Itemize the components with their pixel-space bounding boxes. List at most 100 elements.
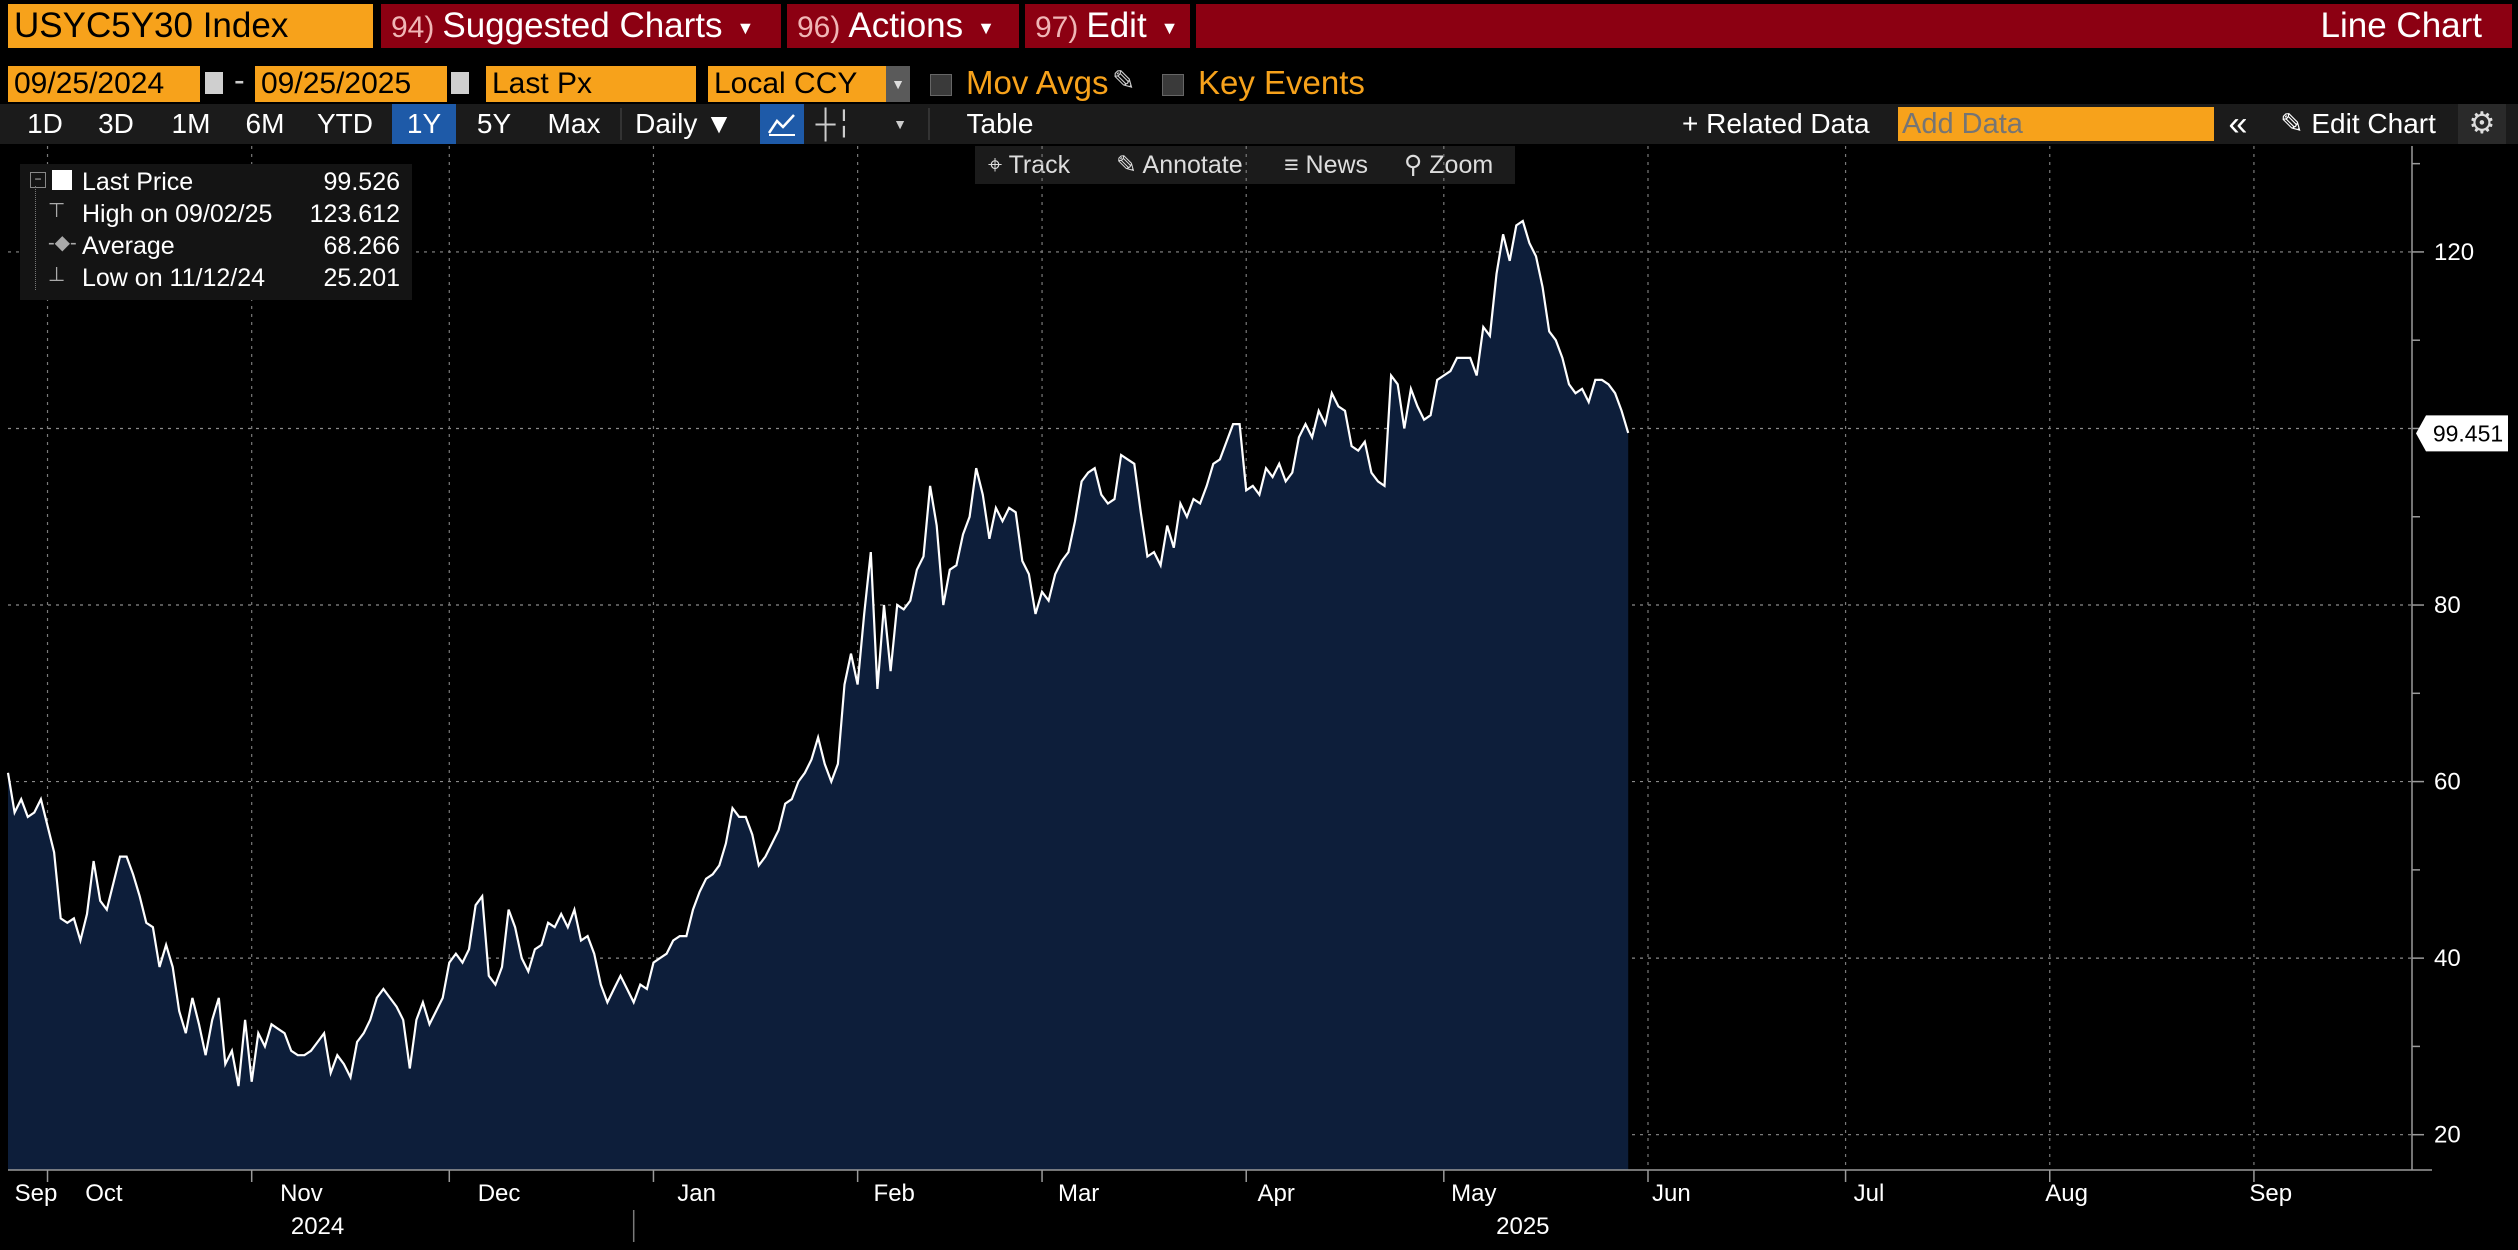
- candlestick-icon[interactable]: ┼╎: [815, 108, 853, 139]
- legend[interactable]: − Last Price 99.526 ⊤ High on 09/02/25 1…: [20, 164, 412, 300]
- line-chart-icon[interactable]: [760, 104, 804, 144]
- caret-down-icon: ▼: [736, 17, 755, 38]
- range-5y[interactable]: 5Y: [476, 108, 512, 139]
- x-tick-label: Oct: [85, 1180, 123, 1207]
- field-selector[interactable]: Last Px: [486, 66, 696, 102]
- x-tick-label: Dec: [478, 1180, 521, 1207]
- chart-type-label: Line Chart: [2320, 6, 2482, 45]
- currency-selector[interactable]: Local CCY: [708, 66, 886, 102]
- y-tick-label: 120: [2434, 239, 2474, 266]
- start-date-field[interactable]: 09/25/2024: [8, 66, 200, 102]
- annotate-label: Annotate: [1142, 151, 1243, 179]
- collapse-box-icon[interactable]: −: [30, 172, 46, 188]
- title-bar: [1196, 4, 2512, 48]
- key-events-checkbox[interactable]: [1162, 74, 1184, 96]
- key-events-label[interactable]: Key Events: [1198, 64, 1365, 101]
- last-value-tag: [2416, 415, 2508, 452]
- zoom-button[interactable]: ⚲ Zoom: [1404, 146, 1493, 184]
- collapse-icon[interactable]: «: [2228, 105, 2248, 143]
- crosshair-icon: ⌖: [988, 151, 1003, 179]
- range-1m[interactable]: 1M: [171, 108, 211, 139]
- frequency-dropdown[interactable]: Daily ▼: [635, 108, 733, 139]
- search-icon: ⚲: [1404, 151, 1423, 179]
- end-date-field[interactable]: 09/25/2025: [255, 66, 447, 102]
- x-tick-label: Jan: [677, 1180, 716, 1207]
- x-tick-label: Sep: [15, 1180, 58, 1207]
- edit-chart-button[interactable]: ✎ Edit Chart: [2268, 104, 2448, 144]
- zoom-label: Zoom: [1429, 151, 1494, 179]
- legend-label: High on 09/02/25: [82, 200, 273, 228]
- range-max[interactable]: Max: [547, 108, 601, 139]
- menu-label: Actions: [848, 6, 964, 45]
- menu-number: 97): [1035, 11, 1079, 44]
- legend-label: Low on 11/12/24: [82, 264, 266, 292]
- news-label: News: [1305, 151, 1369, 179]
- mov-avgs-checkbox[interactable]: [930, 74, 952, 96]
- x-tick-label: Apr: [1258, 1180, 1295, 1207]
- legend-value: 99.526: [323, 168, 400, 196]
- news-button[interactable]: ≡ News: [1284, 146, 1368, 184]
- y-tick-label: 20: [2434, 1122, 2461, 1149]
- ticker-field[interactable]: USYC5Y30 Index: [8, 4, 373, 48]
- menu-number: 96): [797, 11, 841, 44]
- range-ytd[interactable]: YTD: [317, 108, 373, 139]
- track-button[interactable]: ⌖ Track: [988, 146, 1070, 184]
- chart-type-caret-icon[interactable]: ▼: [893, 116, 907, 132]
- pencil-icon[interactable]: ✎: [1112, 65, 1136, 96]
- x-tick-label: Aug: [2045, 1180, 2088, 1207]
- chart-tools: [975, 146, 1515, 184]
- edit-menu[interactable]: 97) Edit ▼: [1025, 4, 1190, 48]
- pencil-icon: ✎: [1116, 151, 1137, 179]
- high-marker-icon: ⊤: [48, 200, 66, 222]
- chevron-down-icon[interactable]: ▼: [886, 66, 910, 102]
- edit-chart-label: Edit Chart: [2311, 108, 2436, 139]
- line-chart-icon: [767, 114, 795, 136]
- menu-label: Suggested Charts: [442, 6, 723, 45]
- menu-label: Edit: [1086, 6, 1147, 45]
- legend-value: 25.201: [323, 264, 400, 292]
- price-area: [8, 221, 1629, 1170]
- x-tick-label: Jul: [1854, 1180, 1885, 1207]
- legend-value: 68.266: [323, 232, 400, 260]
- menu-number: 94): [391, 11, 435, 44]
- list-icon: ≡: [1284, 151, 1299, 179]
- pencil-icon: ✎: [2280, 108, 2304, 139]
- year-label: 2025: [1496, 1213, 1549, 1240]
- range-6m[interactable]: 6M: [245, 108, 285, 139]
- gear-icon[interactable]: ⚙: [2458, 104, 2506, 144]
- suggested-charts-menu[interactable]: 94) Suggested Charts ▼: [381, 4, 781, 48]
- related-data-button[interactable]: + Related Data: [1682, 108, 1870, 139]
- table-button[interactable]: Table: [966, 108, 1034, 139]
- calendar-icon[interactable]: [451, 72, 469, 94]
- series-color-swatch: [52, 170, 72, 190]
- x-tick-label: Mar: [1058, 1180, 1099, 1207]
- actions-menu[interactable]: 96) Actions ▼: [787, 4, 1019, 48]
- legend-label: Average: [82, 232, 175, 260]
- add-data-input[interactable]: [1898, 107, 2214, 141]
- price-line: [6, 219, 1630, 1087]
- y-axis: 20406080100120: [2411, 146, 2474, 1170]
- track-label: Track: [1008, 151, 1071, 179]
- calendar-icon[interactable]: [205, 72, 223, 94]
- year-label: 2024: [291, 1213, 344, 1240]
- y-tick-label: 40: [2434, 945, 2461, 972]
- range-1d[interactable]: 1D: [27, 108, 63, 139]
- x-tick-label: May: [1451, 1180, 1496, 1207]
- y-tick-label: 60: [2434, 769, 2461, 796]
- range-1y[interactable]: 1Y: [392, 104, 456, 144]
- low-marker-icon: ⊥: [48, 264, 66, 286]
- divider: [620, 108, 622, 140]
- last-value-marker: 99.451: [2416, 415, 2508, 452]
- date-separator: -: [234, 62, 245, 98]
- annotate-button[interactable]: ✎ Annotate: [1116, 146, 1243, 184]
- mov-avgs-label[interactable]: Mov Avgs: [966, 64, 1109, 101]
- legend-label: Last Price: [82, 168, 194, 196]
- range-3d[interactable]: 3D: [98, 108, 134, 139]
- caret-down-icon: ▼: [977, 17, 995, 38]
- divider: [928, 108, 930, 140]
- caret-down-icon: ▼: [1160, 17, 1179, 38]
- x-tick-label: Jun: [1652, 1180, 1691, 1207]
- average-marker-icon: -◆-: [48, 232, 77, 254]
- tree-line: [35, 186, 37, 290]
